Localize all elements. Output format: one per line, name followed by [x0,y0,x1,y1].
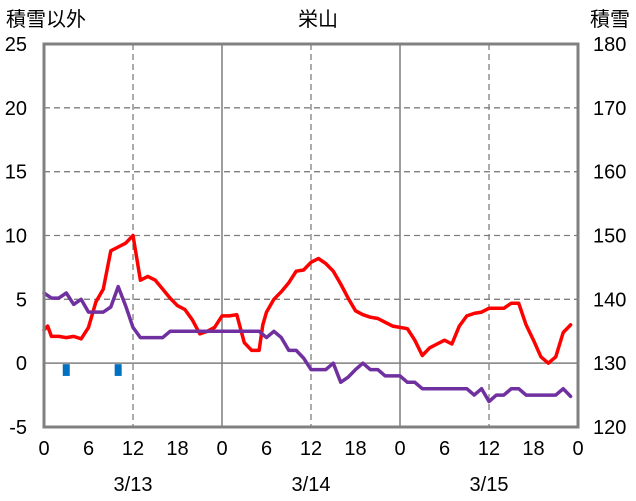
right-axis-tick-label: 180 [593,34,626,56]
right-axis-tick-label: 140 [593,289,626,311]
grid-layer [44,44,578,427]
right-axis-tick-label: 170 [593,98,626,120]
left-axis-tick-label: 15 [5,162,27,184]
precipitation-bar [114,364,122,376]
left-axis-tick-label: 10 [5,226,27,248]
left-axis-tick-label: 5 [16,289,27,311]
right-axis-tick-label: 130 [593,353,626,375]
x-axis-tick-label: 12 [478,438,500,460]
right-axis-tick-label: 160 [593,162,626,184]
x-axis-tick-label: 18 [522,438,544,460]
left-axis-tick-label: 25 [5,34,27,56]
x-axis-tick-label: 12 [122,438,144,460]
x-axis-date-labels: 3/13 3/14 3/15 [114,474,509,496]
left-axis-tick-label: 0 [16,353,27,375]
precipitation-bar [62,364,70,376]
precipitation-bars [62,364,122,376]
x-axis-tick-label: 0 [38,438,49,460]
x-axis-date-label: 3/15 [470,474,509,496]
left-axis-title: 積雪以外 [6,7,86,31]
left-axis-tick-labels: -5 0 5 10 15 20 25 [5,34,27,439]
right-axis-title: 積雪 [590,7,630,31]
right-axis-tick-label: 150 [593,226,626,248]
series-line-1 [42,233,573,365]
x-axis-date-label: 3/14 [292,474,331,496]
x-axis-tick-label: 0 [216,438,227,460]
x-axis-tick-label: 6 [261,438,272,460]
left-axis-tick-label: -5 [9,417,27,439]
chart-title: 栄山 [298,7,338,31]
x-axis-date-label: 3/13 [114,474,153,496]
x-axis-tick-label: 6 [439,438,450,460]
x-axis-tick-label: 0 [572,438,583,460]
right-axis-tick-label: 120 [593,417,626,439]
x-axis-tick-label: 6 [83,438,94,460]
x-axis-tick-label: 18 [344,438,366,460]
series-layer [42,233,573,404]
right-axis-tick-labels: 120 130 140 150 160 170 180 [593,34,626,439]
x-axis-tick-label: 18 [166,438,188,460]
left-axis-tick-label: 20 [5,98,27,120]
plot-frame [42,42,580,429]
x-axis-hour-tick-labels: 0 6 12 18 0 6 12 18 0 6 12 18 0 [38,438,583,460]
x-axis-tick-label: 0 [394,438,405,460]
x-axis-tick-label: 12 [300,438,322,460]
series-line-2 [42,284,573,404]
